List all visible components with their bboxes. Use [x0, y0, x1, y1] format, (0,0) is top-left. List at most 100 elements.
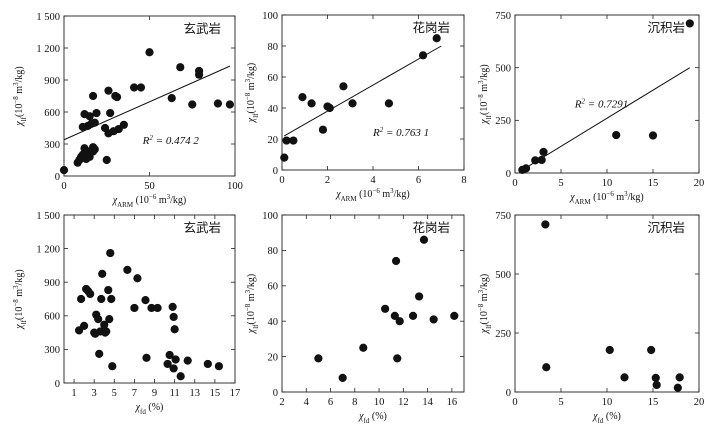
data-point [170, 325, 179, 334]
data-point [90, 118, 99, 127]
x-tick-label: 3 [92, 388, 97, 399]
data-point [415, 292, 424, 301]
data-point [539, 147, 548, 157]
data-point [359, 343, 368, 352]
data-point [384, 99, 394, 108]
x-tick-label: 9 [152, 388, 157, 399]
x-tick-label: 12 [398, 397, 409, 408]
data-point [685, 19, 694, 28]
data-point [542, 363, 551, 372]
data-point [171, 355, 180, 364]
data-point [95, 349, 104, 358]
x-tick-label: 8 [352, 397, 357, 408]
data-point [147, 303, 156, 313]
y-tick-label: 600 [44, 312, 60, 323]
data-point [541, 220, 550, 229]
x-tick-label: 4 [304, 397, 310, 408]
x-tick-label: 15 [648, 178, 659, 189]
x-tick-label: 7 [132, 388, 137, 399]
regression-line [523, 67, 691, 170]
data-point [647, 345, 656, 355]
x-axis-label: χfd (%) [592, 411, 621, 425]
data-point [77, 294, 86, 304]
x-axis-label: χARM (10−6 m3/kg) [335, 187, 410, 203]
data-point [338, 373, 347, 382]
x-tick-label: 17 [230, 388, 241, 399]
data-point [130, 303, 139, 313]
data-point [100, 320, 109, 329]
x-tick-label: 4 [370, 175, 376, 186]
plot-frame [281, 214, 465, 393]
y-tick-label: 1 500 [36, 211, 60, 222]
y-tick-label: 1 200 [36, 244, 60, 255]
data-point [90, 145, 99, 154]
x-tick-label: 5 [558, 178, 563, 189]
y-tick-label: 0 [506, 388, 511, 399]
data-point [86, 289, 95, 299]
y-tick-label: 750 [495, 211, 511, 222]
data-point [142, 353, 151, 362]
panel-title: 沉积岩 [647, 20, 685, 35]
data-point [104, 86, 113, 95]
x-axis-label: χfd (%) [358, 411, 387, 425]
data-point [418, 51, 428, 60]
x-tick-label: 6 [416, 175, 421, 186]
data-point [307, 99, 316, 108]
y-tick-label: 500 [495, 270, 511, 281]
data-point [163, 359, 172, 369]
data-point [133, 274, 142, 283]
x-tick-label: 10 [602, 178, 613, 189]
data-point [298, 93, 307, 102]
y-axis-label: χlf(10−8 m3/kg) [477, 274, 493, 334]
data-point [408, 311, 418, 320]
x-tick-label: 0 [512, 397, 517, 408]
data-point [318, 125, 328, 134]
data-point [168, 302, 177, 311]
x-tick-label: 50 [144, 181, 155, 192]
y-tick-label: 1 500 [36, 12, 60, 23]
y-tick-label: 0 [506, 169, 511, 180]
x-tick-label: 2 [325, 175, 330, 186]
data-point [141, 296, 150, 305]
data-point [521, 164, 531, 173]
data-point [203, 359, 212, 369]
x-tick-label: 8 [461, 175, 466, 186]
y-axis-label: χlf(10−8 m3/kg) [12, 66, 28, 126]
regression-line [284, 45, 442, 137]
x-tick-label: 0 [512, 178, 517, 189]
y-axis-label: χlf(10−8 m3/kg) [244, 63, 260, 123]
y-tick-label: 250 [495, 329, 511, 340]
panel-title: 玄武岩 [183, 21, 221, 36]
data-point [314, 354, 323, 363]
data-point [176, 63, 185, 72]
y-tick-label: 300 [44, 140, 60, 151]
data-point [108, 362, 117, 371]
y-tick-label: 0 [273, 388, 278, 399]
plot-frame [63, 214, 236, 384]
x-tick-label: 13 [190, 388, 201, 399]
data-point [153, 303, 162, 313]
y-tick-label: 100 [262, 11, 278, 22]
data-point [92, 108, 101, 118]
y-tick-label: 0 [55, 379, 60, 390]
x-axis-label: χfd (%) [135, 402, 164, 416]
y-tick-label: 20 [268, 352, 279, 363]
x-tick-label: 14 [422, 397, 433, 408]
y-tick-label: 40 [268, 317, 279, 328]
data-point [282, 136, 291, 145]
panel-title: 玄武岩 [183, 220, 221, 235]
data-point [94, 315, 103, 324]
data-point [169, 312, 178, 322]
data-point [651, 373, 660, 382]
y-tick-label: 60 [268, 73, 279, 84]
scatter-panel-1: 0 50 100 0 300 600 900 1 200 1 500 玄武岩 R2 = 0.474 … [12, 12, 243, 209]
y-tick-label: 250 [495, 116, 511, 127]
data-point [98, 269, 107, 278]
x-tick-label: 16 [447, 397, 458, 408]
scatter-panel-5: 2 4 6 8 10 12 14 16 0 20 40 60 80 100 花岗岩 χfd (%) χlf(10… [244, 211, 465, 425]
x-tick-label: 10 [602, 397, 613, 408]
data-point [145, 48, 154, 57]
y-tick-label: 100 [262, 211, 278, 222]
y-tick-label: 300 [44, 345, 60, 356]
